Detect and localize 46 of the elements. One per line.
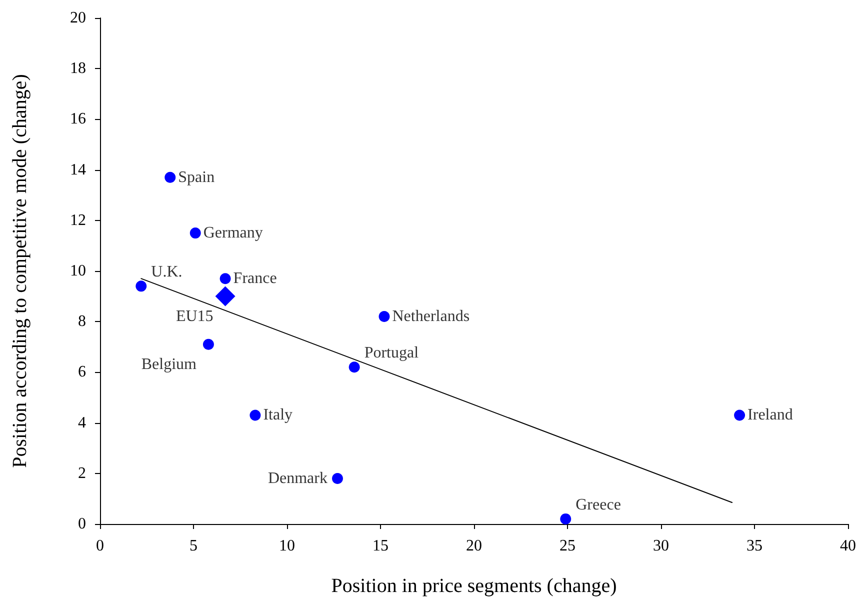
y-tick-label: 16 — [70, 110, 86, 128]
annotation: Spain — [178, 168, 215, 186]
annotation: Belgium — [141, 356, 198, 373]
y-tick-label: 14 — [70, 161, 86, 178]
x-tick-label: 15 — [372, 538, 388, 554]
point — [734, 410, 746, 421]
x-tick-label: 5 — [190, 538, 198, 554]
annotation: Portugal — [364, 344, 420, 362]
y-axis-title: Position according to competitive mode (change) — [9, 74, 31, 468]
annotation: France — [233, 270, 277, 288]
point — [202, 338, 214, 350]
x-tick-label: 0 — [96, 538, 104, 554]
x-tick-label: 10 — [279, 538, 295, 554]
y-tick-label: 2 — [78, 464, 86, 482]
y-tick-label: 6 — [78, 364, 86, 381]
y-tick-label: 4 — [78, 414, 86, 432]
annotation: EU15 — [176, 308, 214, 325]
y-tick-label: 0 — [78, 516, 86, 532]
point — [250, 410, 261, 421]
annotation: Denmark — [268, 470, 328, 487]
annotation: Greece — [576, 496, 621, 514]
x-tick-label: 35 — [746, 538, 762, 554]
point — [190, 228, 201, 239]
x-tick-label: 25 — [560, 538, 576, 554]
annotation: Germany — [203, 224, 263, 242]
point — [136, 280, 147, 292]
annotation: Netherlands — [392, 308, 470, 326]
x-tick-label: 30 — [653, 538, 669, 554]
y-tick-label: 12 — [70, 212, 86, 229]
point — [220, 273, 231, 284]
x-axis-title: Position in price segments (change) — [331, 575, 617, 597]
annotation: Ireland — [748, 406, 793, 424]
annotation: U.K. — [151, 264, 182, 281]
y-tick-label: 18 — [70, 60, 86, 78]
point — [164, 172, 176, 183]
point — [215, 286, 236, 306]
y-tick-label: 20 — [70, 10, 86, 26]
point — [348, 362, 360, 373]
point — [560, 513, 572, 524]
x-tick-label: 20 — [466, 538, 482, 554]
x-tick-label: 40 — [840, 538, 856, 554]
y-tick-label: 8 — [78, 313, 86, 330]
point — [378, 311, 390, 322]
y-tick-label: 10 — [70, 262, 86, 280]
point — [332, 472, 343, 484]
annotation: Italy — [263, 406, 293, 424]
